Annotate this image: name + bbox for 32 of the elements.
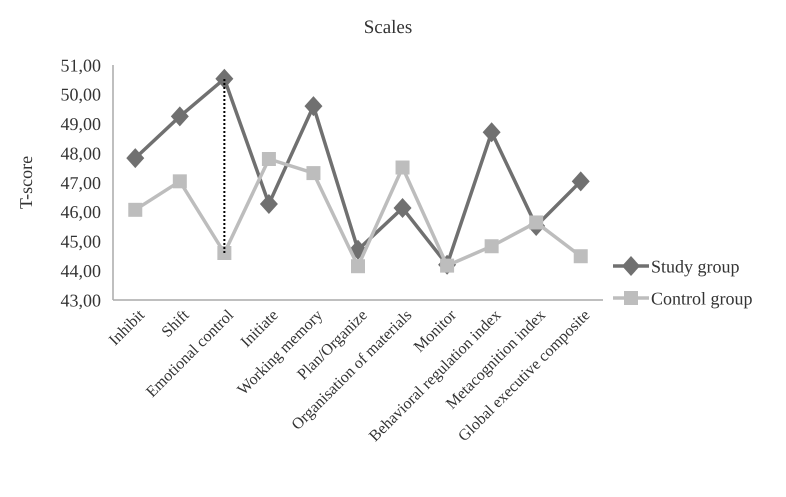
y-tick-label: 43,00 [60, 290, 101, 310]
chart-title: Scales [364, 17, 412, 38]
point [529, 215, 544, 230]
y-tick-label: 44,00 [60, 260, 101, 281]
point [351, 259, 365, 274]
point [262, 152, 276, 166]
y-axis-title: T-score [16, 156, 36, 210]
x-tick-label: Shift [158, 306, 193, 341]
point [484, 239, 499, 254]
point [260, 194, 278, 214]
y-tick-label: 51,00 [60, 55, 101, 76]
point [394, 198, 412, 218]
point [482, 122, 501, 142]
y-tick-label: 48,00 [60, 143, 101, 164]
point [217, 246, 232, 260]
y-tick-label: 45,00 [60, 232, 101, 252]
point [215, 68, 234, 89]
point [396, 160, 410, 175]
point [304, 96, 322, 116]
point [572, 171, 590, 192]
point [306, 166, 320, 180]
point [126, 148, 144, 168]
y-tick-label: 50,00 [60, 84, 101, 105]
point [574, 249, 588, 264]
y-tick-label: 47,00 [60, 172, 101, 193]
y-tick-label: 46,00 [60, 202, 101, 222]
legend-label: Control group [651, 288, 752, 308]
legend-label: Study group [651, 256, 740, 276]
point [172, 174, 187, 188]
y-tick-label: 49,00 [60, 114, 101, 134]
point [128, 202, 142, 217]
point [170, 106, 189, 126]
